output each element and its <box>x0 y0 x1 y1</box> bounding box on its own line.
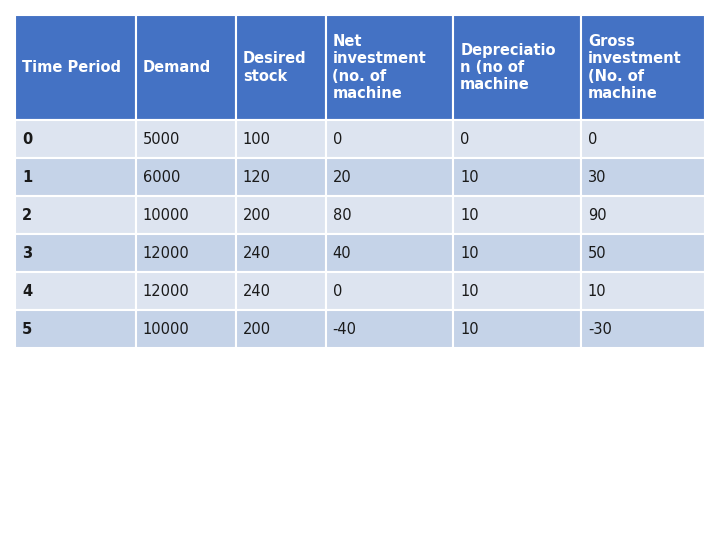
Text: 2: 2 <box>22 207 32 222</box>
Bar <box>236 15 325 120</box>
Bar <box>236 196 325 234</box>
Bar <box>581 310 705 348</box>
Text: 90: 90 <box>588 207 606 222</box>
Bar <box>236 158 325 196</box>
Bar <box>136 15 236 120</box>
Text: 10: 10 <box>588 284 606 299</box>
Bar <box>136 234 236 272</box>
Text: 240: 240 <box>243 246 271 260</box>
Text: 3: 3 <box>22 246 32 260</box>
Bar <box>325 310 453 348</box>
Bar <box>15 120 136 158</box>
Text: 0: 0 <box>460 132 469 146</box>
Text: 10: 10 <box>460 321 479 336</box>
Text: 10000: 10000 <box>143 207 189 222</box>
Bar <box>136 272 236 310</box>
Bar <box>15 234 136 272</box>
Text: Time Period: Time Period <box>22 60 121 75</box>
Bar <box>581 15 705 120</box>
Bar <box>236 272 325 310</box>
Text: 0: 0 <box>333 132 342 146</box>
Bar <box>453 158 581 196</box>
Bar <box>453 15 581 120</box>
Text: 6000: 6000 <box>143 170 180 185</box>
Bar <box>136 310 236 348</box>
Bar <box>236 310 325 348</box>
Text: 0: 0 <box>22 132 32 146</box>
Bar <box>581 196 705 234</box>
Text: 100: 100 <box>243 132 271 146</box>
Text: 4: 4 <box>22 284 32 299</box>
Bar <box>325 272 453 310</box>
Bar <box>453 310 581 348</box>
Text: Net
investment
(no. of
machine: Net investment (no. of machine <box>333 34 426 101</box>
Text: 50: 50 <box>588 246 606 260</box>
Text: 200: 200 <box>243 207 271 222</box>
Text: -30: -30 <box>588 321 612 336</box>
Text: 10000: 10000 <box>143 321 189 336</box>
Bar <box>325 196 453 234</box>
Bar <box>325 15 453 120</box>
Bar <box>453 196 581 234</box>
Bar <box>136 120 236 158</box>
Text: Depreciatio
n (no of
machine: Depreciatio n (no of machine <box>460 43 556 92</box>
Text: 5: 5 <box>22 321 32 336</box>
Text: 12000: 12000 <box>143 246 189 260</box>
Text: 240: 240 <box>243 284 271 299</box>
Text: 10: 10 <box>460 284 479 299</box>
Text: 1: 1 <box>22 170 32 185</box>
Text: 10: 10 <box>460 207 479 222</box>
Text: 30: 30 <box>588 170 606 185</box>
Bar <box>15 15 136 120</box>
Text: 0: 0 <box>333 284 342 299</box>
Bar <box>581 120 705 158</box>
Text: 0: 0 <box>588 132 597 146</box>
Bar <box>15 158 136 196</box>
Bar <box>453 272 581 310</box>
Text: 80: 80 <box>333 207 351 222</box>
Bar <box>15 196 136 234</box>
Bar <box>15 272 136 310</box>
Text: Desired
stock: Desired stock <box>243 51 307 84</box>
Text: 10: 10 <box>460 246 479 260</box>
Text: 20: 20 <box>333 170 351 185</box>
Text: Gross
investment
(No. of
machine: Gross investment (No. of machine <box>588 34 682 101</box>
Bar <box>15 310 136 348</box>
Bar <box>453 234 581 272</box>
Text: 120: 120 <box>243 170 271 185</box>
Text: 200: 200 <box>243 321 271 336</box>
Bar <box>236 120 325 158</box>
Bar <box>136 158 236 196</box>
Bar <box>325 158 453 196</box>
Text: 10: 10 <box>460 170 479 185</box>
Text: 12000: 12000 <box>143 284 189 299</box>
Bar <box>325 120 453 158</box>
Text: 40: 40 <box>333 246 351 260</box>
Text: Demand: Demand <box>143 60 211 75</box>
Text: 5000: 5000 <box>143 132 180 146</box>
Bar <box>325 234 453 272</box>
Bar <box>136 196 236 234</box>
Bar <box>236 234 325 272</box>
Bar <box>453 120 581 158</box>
Bar <box>581 234 705 272</box>
Bar <box>581 272 705 310</box>
Bar <box>581 158 705 196</box>
Text: -40: -40 <box>333 321 356 336</box>
